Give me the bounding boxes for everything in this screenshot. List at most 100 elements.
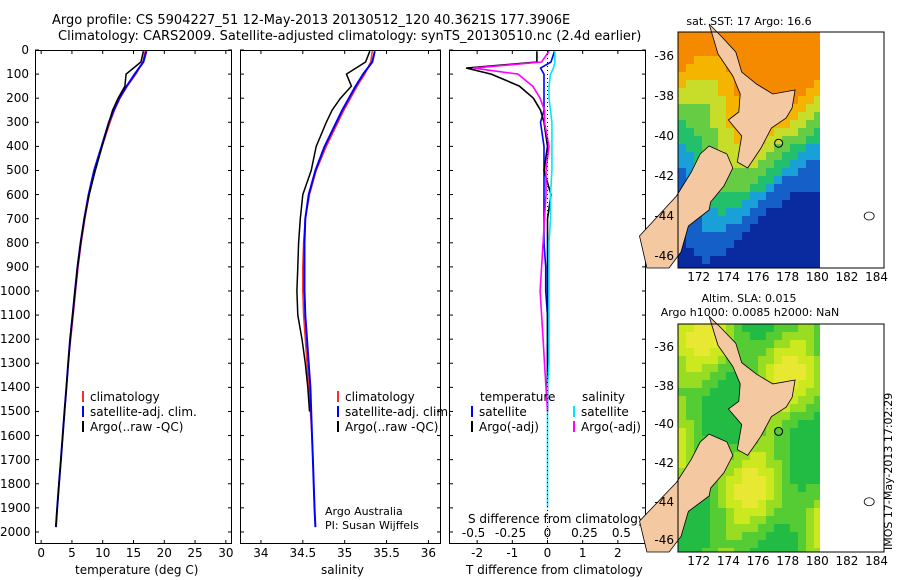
- map-cell: [814, 380, 820, 388]
- map-cell: [766, 420, 774, 428]
- map-cell: [750, 484, 758, 492]
- map-cell: [750, 340, 758, 348]
- map-cell: [734, 224, 742, 232]
- map-cell: [718, 492, 726, 500]
- map-cell: [782, 404, 790, 412]
- map-cell: [726, 264, 734, 268]
- map-cell: [702, 372, 710, 380]
- map-cell: [774, 152, 782, 160]
- map-cell: [814, 540, 820, 548]
- map-cell: [734, 232, 742, 240]
- map-cell: [766, 548, 774, 552]
- map-cell: [790, 184, 798, 192]
- map-lon-tick-label: 184: [865, 554, 889, 568]
- map-cell: [806, 224, 814, 232]
- map-cell: [782, 420, 790, 428]
- map-cell: [710, 200, 718, 208]
- map-cell: [774, 428, 782, 436]
- map-cell: [734, 532, 742, 540]
- depth-tick-label: 300: [6, 115, 29, 130]
- map-cell: [702, 80, 710, 88]
- map-lon-tick-label: 174: [716, 554, 740, 568]
- map-cell: [774, 32, 782, 40]
- map-cell: [694, 56, 702, 64]
- map-cell: [790, 48, 798, 56]
- map-cell: [694, 396, 702, 404]
- sst-map-title: sat. SST: 17 Argo: 16.6: [686, 15, 812, 28]
- map-cell: [774, 508, 782, 516]
- map-cell: [798, 348, 806, 356]
- map-cell: [710, 372, 718, 380]
- map-cell: [686, 32, 694, 40]
- map-cell: [758, 40, 766, 48]
- map-cell: [718, 396, 726, 404]
- map-cell: [782, 184, 790, 192]
- map-cell: [766, 160, 774, 168]
- map-cell: [766, 500, 774, 508]
- map-cell: [718, 540, 726, 548]
- map-cell: [710, 364, 718, 372]
- map-cell: [678, 388, 686, 396]
- map-cell: [686, 128, 694, 136]
- map-cell: [742, 192, 750, 200]
- map-cell: [702, 548, 710, 552]
- map-cell: [814, 120, 820, 128]
- map-cell: [798, 484, 806, 492]
- map-cell: [726, 324, 734, 332]
- map-cell: [702, 248, 710, 256]
- depth-tick-label: 1500: [0, 404, 31, 419]
- map-cell: [758, 200, 766, 208]
- map-cell: [814, 264, 820, 268]
- map-cell: [758, 484, 766, 492]
- map-cell: [742, 256, 750, 264]
- depth-tick-label: 1000: [0, 283, 31, 298]
- map-cell: [742, 56, 750, 64]
- map-cell: [686, 428, 694, 436]
- map-cell: [790, 144, 798, 152]
- map-cell: [726, 420, 734, 428]
- map-cell: [814, 508, 820, 516]
- map-cell: [750, 532, 758, 540]
- map-cell: [678, 48, 686, 56]
- x-tick-label: -2: [471, 546, 484, 560]
- map-cell: [694, 112, 702, 120]
- map-cell: [718, 200, 726, 208]
- map-cell: [694, 540, 702, 548]
- legend-mark-temp-argo: [471, 421, 473, 432]
- map-cell: [710, 136, 718, 144]
- map-cell: [774, 40, 782, 48]
- map-cell: [814, 40, 820, 48]
- map-cell: [718, 412, 726, 420]
- map-cell: [774, 500, 782, 508]
- chatham-island-shape: [863, 211, 875, 221]
- map-cell: [798, 208, 806, 216]
- map-cell: [790, 484, 798, 492]
- map-cell: [758, 348, 766, 356]
- map-cell: [694, 144, 702, 152]
- map-cell: [790, 128, 798, 136]
- map-cell: [798, 72, 806, 80]
- map-cell: [774, 216, 782, 224]
- temperature-series-line: [55, 51, 145, 528]
- map-cell: [782, 524, 790, 532]
- map-cell: [758, 152, 766, 160]
- map-cell: [806, 200, 814, 208]
- x-tick-label: 34: [253, 546, 269, 560]
- map-cell: [790, 176, 798, 184]
- credits-org: Argo Australia: [325, 505, 403, 518]
- map-cell: [750, 208, 758, 216]
- map-cell: [686, 96, 694, 104]
- map-cell: [742, 40, 750, 48]
- map-cell: [734, 468, 742, 476]
- map-cell: [790, 192, 798, 200]
- map-cell: [766, 240, 774, 248]
- map-cell: [774, 136, 782, 144]
- map-cell: [686, 248, 694, 256]
- map-cell: [774, 444, 782, 452]
- map-cell: [766, 356, 774, 364]
- map-cell: [694, 436, 702, 444]
- map-cell: [782, 508, 790, 516]
- map-cell: [790, 256, 798, 264]
- map-cell: [710, 232, 718, 240]
- map-cell: [726, 256, 734, 264]
